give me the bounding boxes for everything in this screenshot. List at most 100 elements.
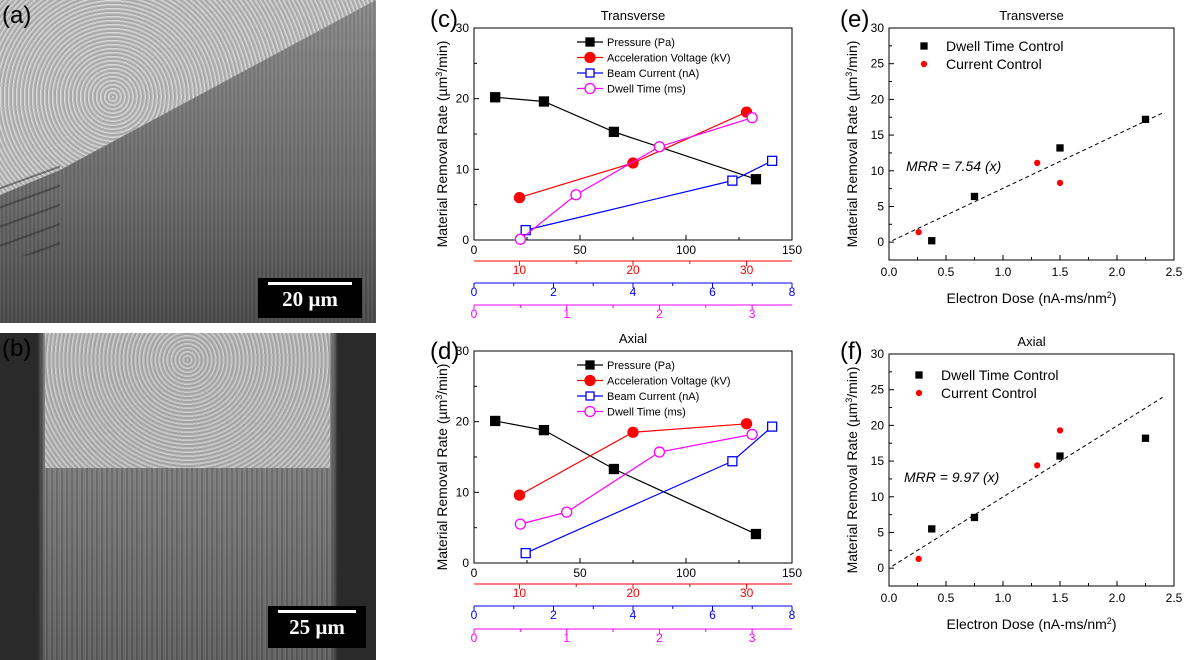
panel-label-f: (f)	[840, 338, 863, 365]
data-point	[513, 489, 526, 501]
y-tick-label: 0	[462, 233, 469, 247]
fit-line	[892, 112, 1163, 241]
y-tick-label: 15	[871, 454, 885, 468]
x-tick-label: 2.0	[1109, 265, 1126, 279]
x-tick-label-voltage: 20	[626, 263, 640, 277]
data-point	[915, 389, 923, 397]
superscript: 3	[434, 395, 444, 400]
scale-bar-label: 25 µm	[289, 615, 345, 639]
y-axis-label: Material Removal Rate (µm3/min)	[844, 367, 860, 574]
x-tick-label-current: 8	[789, 608, 796, 622]
chart-title: Transverse	[999, 8, 1064, 23]
chart-e: Transverse 0 5 10 15 20 25 30 0.0 0.5 1.0 1.5 2.0 2.5…	[844, 8, 1183, 306]
data-point	[1034, 159, 1041, 167]
y-tick-label: 20	[456, 415, 470, 429]
x-tick-label-current: 6	[709, 608, 716, 622]
x-tick-label-pressure: 50	[573, 566, 587, 580]
x-tick-label-voltage: 30	[740, 263, 754, 277]
y-tick-label: 30	[871, 21, 885, 35]
y-tick-label: 20	[871, 418, 885, 432]
x-tick-label-dwell: 0	[471, 307, 478, 321]
data-point	[584, 374, 596, 387]
x-axis-label: Electron Dose (nA-ms/nm2)	[947, 616, 1117, 632]
data-point	[1141, 115, 1150, 124]
data-point	[750, 174, 762, 185]
data-point	[766, 155, 778, 167]
scale-bar-line	[278, 610, 356, 613]
y-tick-label: 25	[871, 383, 885, 397]
x-tick-label-current: 8	[789, 285, 796, 299]
y-tick-label: 10	[871, 164, 885, 178]
data-point	[928, 237, 936, 245]
series-line-current	[525, 160, 773, 231]
data-point	[513, 191, 526, 204]
data-point	[608, 463, 620, 475]
data-point	[490, 415, 501, 427]
data-point	[585, 37, 595, 47]
x-tick-label-current: 6	[709, 285, 716, 299]
panel-label-a: (a)	[2, 2, 32, 29]
y-tick-label: 30	[456, 344, 470, 358]
data-point	[746, 428, 758, 441]
y-tick-label: 10	[456, 162, 470, 176]
x-tick-label-dwell: 0	[471, 631, 478, 645]
data-point	[928, 525, 936, 533]
series-line-dwell	[519, 117, 753, 240]
scale-bar-line	[268, 282, 352, 285]
x-tick-label-pressure: 0	[471, 243, 478, 257]
data-point	[920, 42, 928, 50]
y-tick-label: 30	[871, 347, 885, 361]
series-line-voltage	[519, 111, 747, 199]
data-point	[585, 360, 595, 370]
data-point	[570, 189, 582, 201]
x-tick-label-pressure: 100	[676, 243, 696, 257]
y-tick-label: 20	[871, 92, 885, 106]
data-point	[1056, 179, 1064, 187]
x-tick-label: 1.0	[995, 591, 1012, 605]
y-tick-label: 20	[456, 92, 470, 106]
label-tail: )	[1112, 290, 1117, 306]
sem-image-axial: 25 µm	[0, 333, 376, 660]
legend-label: Acceleration Voltage (kV)	[607, 53, 731, 65]
y-tick-label: 5	[877, 199, 884, 213]
label-tail: /min)	[434, 364, 450, 395]
superscript: 3	[844, 398, 854, 403]
chart-f: Axial 0 5 10 15 20 25 30 0.0 0.5 1.0 1.5 2.0 2.5 Elect…	[844, 334, 1183, 632]
data-point	[608, 126, 620, 138]
data-point	[970, 513, 979, 522]
x-tick-label-current: 4	[630, 285, 637, 299]
data-point	[746, 112, 758, 124]
data-point	[514, 518, 527, 530]
data-point	[766, 421, 778, 432]
x-tick-label-voltage: 30	[740, 586, 754, 600]
x-tick-label-current: 0	[471, 608, 478, 622]
x-tick-label-dwell: 3	[749, 307, 756, 321]
x-tick-label-current: 2	[550, 285, 557, 299]
x-tick-label: 2.5	[1166, 265, 1183, 279]
x-tick-label: 2.5	[1166, 591, 1183, 605]
legend-label: Dwell Time Control	[946, 38, 1063, 54]
y-tick-label: 0	[877, 235, 884, 249]
y-axis-label: Material Removal Rate (µm3/min)	[434, 41, 450, 248]
data-point	[561, 506, 573, 518]
label-tail: /min)	[844, 41, 860, 72]
y-tick-label: 0	[877, 561, 884, 575]
sem-image-transverse: 20 µm	[0, 0, 376, 323]
x-tick-label: 0.5	[938, 591, 955, 605]
panel-label-b: (b)	[2, 335, 32, 362]
data-point	[1141, 434, 1150, 442]
x-tick-label-voltage: 10	[513, 586, 527, 600]
x-tick-label-dwell: 1	[563, 307, 570, 321]
legend-label: Pressure (Pa)	[607, 360, 675, 372]
series-line-pressure	[495, 96, 757, 180]
superscript: 2	[1107, 616, 1112, 626]
x-tick-label-pressure: 0	[471, 566, 478, 580]
legend-label: Acceleration Voltage (kV)	[607, 376, 731, 388]
legend-label: Dwell Time Control	[941, 367, 1058, 383]
scale-bar-label: 20 µm	[282, 287, 338, 311]
label-tail: /min)	[434, 41, 450, 72]
x-tick-label: 0.0	[881, 265, 898, 279]
label-tail: /min)	[844, 367, 860, 398]
